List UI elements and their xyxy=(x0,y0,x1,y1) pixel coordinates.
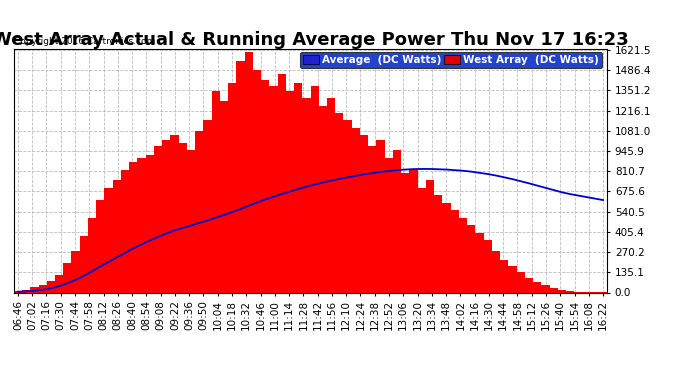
Bar xyxy=(96,200,104,292)
Bar xyxy=(253,70,261,292)
Bar xyxy=(244,52,253,292)
Bar xyxy=(541,285,549,292)
Bar xyxy=(72,251,80,292)
Bar xyxy=(368,146,377,292)
Bar xyxy=(47,280,55,292)
Bar xyxy=(558,290,566,292)
Bar xyxy=(269,86,277,292)
Bar xyxy=(459,218,467,292)
Bar xyxy=(228,83,237,292)
Bar xyxy=(442,203,451,292)
Bar xyxy=(104,188,112,292)
Bar xyxy=(236,61,244,292)
Bar xyxy=(137,158,146,292)
Bar xyxy=(88,218,96,292)
Title: West Array Actual & Running Average Power Thu Nov 17 16:23: West Array Actual & Running Average Powe… xyxy=(0,31,629,49)
Bar xyxy=(55,274,63,292)
Bar xyxy=(187,150,195,292)
Bar xyxy=(484,240,492,292)
Bar xyxy=(377,140,385,292)
Text: Copyright 2016 Cartronics.com: Copyright 2016 Cartronics.com xyxy=(14,38,155,46)
Bar xyxy=(112,180,121,292)
Bar xyxy=(195,131,204,292)
Bar xyxy=(302,98,311,292)
Bar xyxy=(170,135,179,292)
Bar xyxy=(393,150,401,292)
Bar xyxy=(475,232,484,292)
Bar xyxy=(509,266,517,292)
Bar xyxy=(220,101,228,292)
Bar xyxy=(212,91,220,292)
Bar xyxy=(286,91,294,292)
Bar xyxy=(467,225,475,292)
Bar xyxy=(310,86,319,292)
Bar xyxy=(409,170,417,292)
Bar xyxy=(154,146,162,292)
Bar xyxy=(360,135,368,292)
Bar xyxy=(14,291,22,292)
Bar xyxy=(319,105,327,292)
Bar xyxy=(22,290,30,292)
Bar xyxy=(30,287,39,292)
Bar xyxy=(179,143,187,292)
Bar xyxy=(417,188,426,292)
Bar xyxy=(335,113,344,292)
Bar xyxy=(162,140,170,292)
Bar xyxy=(261,80,269,292)
Bar xyxy=(533,282,541,292)
Legend: Average  (DC Watts), West Array  (DC Watts): Average (DC Watts), West Array (DC Watts… xyxy=(300,51,602,68)
Bar xyxy=(63,262,72,292)
Bar xyxy=(204,120,212,292)
Bar xyxy=(121,170,129,292)
Bar xyxy=(352,128,360,292)
Bar xyxy=(525,278,533,292)
Bar xyxy=(500,260,509,292)
Bar xyxy=(80,236,88,292)
Bar xyxy=(146,155,154,292)
Bar xyxy=(492,251,500,292)
Bar xyxy=(129,162,137,292)
Bar xyxy=(566,291,574,292)
Bar xyxy=(294,83,302,292)
Bar xyxy=(549,288,558,292)
Bar xyxy=(344,120,352,292)
Bar xyxy=(426,180,434,292)
Bar xyxy=(451,210,459,292)
Bar xyxy=(39,285,47,292)
Bar xyxy=(401,173,409,292)
Bar xyxy=(517,272,525,292)
Bar xyxy=(277,74,286,292)
Bar xyxy=(327,98,335,292)
Bar xyxy=(385,158,393,292)
Bar xyxy=(434,195,442,292)
